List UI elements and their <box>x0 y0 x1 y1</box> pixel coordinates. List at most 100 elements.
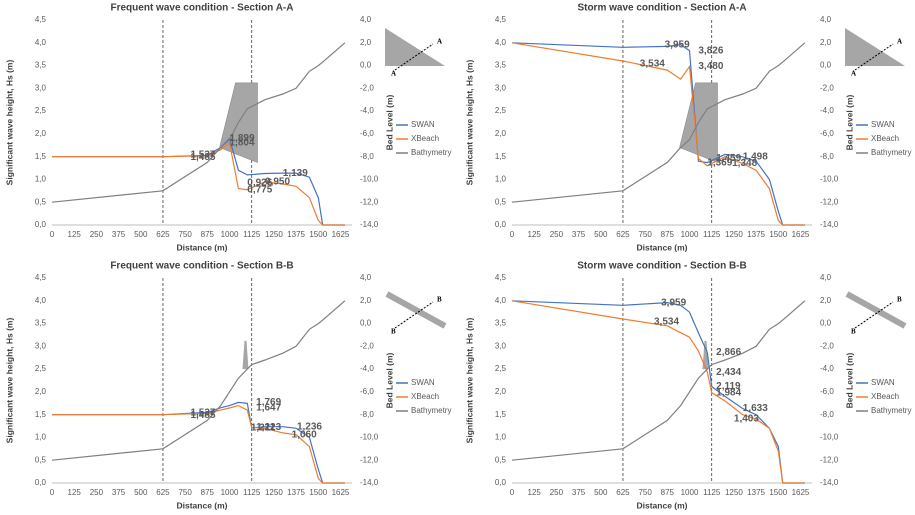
y2-tick-label: -2,0 <box>360 341 374 350</box>
icon-arrow <box>854 43 894 71</box>
x-tick-label: 375 <box>112 230 126 239</box>
data-label: 1,223 <box>256 422 281 433</box>
y-tick-label: 1,0 <box>35 175 47 184</box>
icon-arrow <box>394 43 434 71</box>
section-letter: A <box>437 38 442 46</box>
x-axis-label: Distance (m) <box>636 500 687 510</box>
y-tick-label: 4,5 <box>35 15 47 24</box>
y2-axis-label: Bed Level (m) <box>384 94 394 150</box>
section-icon: AA <box>385 28 445 78</box>
y-tick-label: 2,5 <box>35 364 47 373</box>
series-line <box>511 300 805 484</box>
data-label: 1,485 <box>190 410 215 421</box>
y-tick-label: 3,0 <box>495 83 507 92</box>
chart-panel: Frequent wave condition - Section A-A Dis… <box>4 3 451 253</box>
y-tick-label: 3,5 <box>495 319 507 328</box>
y-axis-label: Significant wave height, Hs (m) <box>464 318 474 444</box>
y2-tick-label: -6,0 <box>820 129 834 138</box>
y2-tick-label: 0,0 <box>360 61 372 70</box>
data-label: 1,348 <box>732 158 757 169</box>
y-tick-label: 0,5 <box>495 197 507 206</box>
y2-tick-label: -10,0 <box>360 175 379 184</box>
data-label: 1,139 <box>283 168 308 179</box>
y2-axis-label: Bed Level (m) <box>844 352 854 408</box>
x-tick-label: 625 <box>156 230 170 239</box>
chart-title: Frequent wave condition - Section A-A <box>111 3 294 14</box>
y2-tick-label: -12,0 <box>820 455 839 464</box>
y2-tick-label: -8,0 <box>820 152 834 161</box>
x-tick-label: 250 <box>550 488 564 497</box>
chart-title: Storm wave condition - Section A-A <box>577 3 746 14</box>
breakwater <box>702 340 709 370</box>
x-tick-label: 875 <box>661 488 675 497</box>
x-tick-label: 1125 <box>703 230 721 239</box>
y-tick-label: 0,5 <box>35 197 47 206</box>
x-tick-label: 125 <box>528 488 542 497</box>
legend-label: SWAN <box>411 378 435 387</box>
data-label: 1,769 <box>256 397 281 408</box>
y2-tick-label: 4,0 <box>360 15 372 24</box>
y2-tick-label: -8,0 <box>820 410 834 419</box>
icon-arrow <box>394 301 434 329</box>
y-tick-label: 2,5 <box>35 106 47 115</box>
data-label: 1,485 <box>190 152 215 163</box>
x-tick-label: 1125 <box>703 488 721 497</box>
y-tick-label: 4,0 <box>495 296 507 305</box>
x-tick-label: 1250 <box>725 230 743 239</box>
series-line <box>511 300 805 484</box>
section-letter: B <box>437 296 442 304</box>
x-tick-label: 625 <box>616 488 630 497</box>
x-tick-label: 1625 <box>332 230 350 239</box>
y-tick-label: 1,5 <box>35 152 47 161</box>
y-tick-label: 2,0 <box>495 129 507 138</box>
y2-tick-label: -10,0 <box>820 433 839 442</box>
x-tick-label: 750 <box>638 230 652 239</box>
series-line <box>511 42 805 226</box>
legend-label: XBeach <box>411 392 439 401</box>
x-tick-label: 500 <box>594 230 608 239</box>
section-letter: A <box>391 70 396 78</box>
y-tick-label: 0,5 <box>35 455 47 464</box>
data-label: 1,537 <box>190 150 215 161</box>
y2-tick-label: -2,0 <box>360 83 374 92</box>
y2-tick-label: 2,0 <box>820 38 832 47</box>
section-letter: B <box>851 328 856 336</box>
chart-panel: Storm wave condition - Section A-A Distan… <box>464 3 911 253</box>
series-line <box>51 42 346 203</box>
y-tick-label: 4,0 <box>35 296 47 305</box>
y-tick-label: 1,0 <box>35 433 47 442</box>
y2-tick-label: -4,0 <box>820 364 834 373</box>
y-tick-label: 4,0 <box>35 38 47 47</box>
icon-shape <box>385 291 447 329</box>
data-label: 1,369 <box>707 157 732 168</box>
x-tick-label: 1250 <box>725 488 743 497</box>
y2-tick-label: -6,0 <box>360 129 374 138</box>
y2-tick-label: 4,0 <box>360 273 372 282</box>
y-tick-label: 4,0 <box>495 38 507 47</box>
data-label: 2,866 <box>716 347 741 358</box>
data-label: 2,434 <box>716 367 741 378</box>
x-tick-label: 875 <box>201 230 215 239</box>
data-label: 3,826 <box>698 45 723 56</box>
y-tick-label: 0,0 <box>495 478 507 487</box>
x-tick-label: 250 <box>90 488 104 497</box>
data-label: 1,633 <box>743 403 768 414</box>
x-tick-label: 250 <box>550 230 564 239</box>
y2-tick-label: -2,0 <box>820 341 834 350</box>
data-label: 1,211 <box>251 422 276 433</box>
x-tick-label: 375 <box>572 230 586 239</box>
y-tick-label: 2,5 <box>495 364 507 373</box>
chart-panel: Storm wave condition - Section B-B Distan… <box>464 261 911 511</box>
section-letter: A <box>851 70 856 78</box>
data-label: 1,647 <box>256 403 281 414</box>
y-tick-label: 1,5 <box>495 152 507 161</box>
x-tick-label: 1500 <box>309 230 327 239</box>
x-tick-label: 750 <box>178 230 192 239</box>
x-tick-label: 1625 <box>792 488 810 497</box>
legend-label: XBeach <box>871 392 899 401</box>
y2-tick-label: -6,0 <box>360 387 374 396</box>
x-tick-label: 1000 <box>681 488 699 497</box>
x-tick-label: 1375 <box>287 230 305 239</box>
legend-label: Bathymetry <box>871 148 911 157</box>
